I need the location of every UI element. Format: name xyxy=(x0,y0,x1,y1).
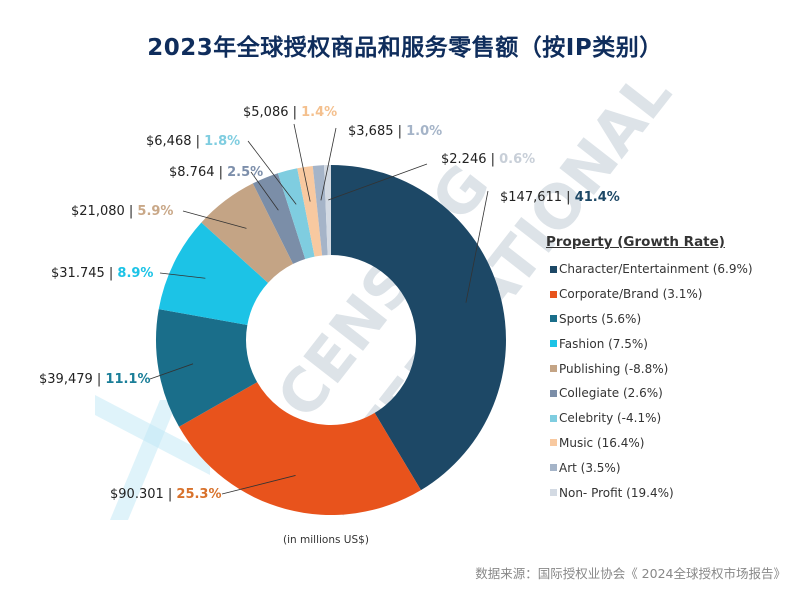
legend-swatch xyxy=(550,439,557,447)
legend-label: Non- Profit (19.4%) xyxy=(559,485,674,500)
data-label: $21,080 | 5.9% xyxy=(71,204,173,219)
donut-slice-fashion xyxy=(158,222,269,326)
data-label-percent: 1.8% xyxy=(204,134,240,149)
data-label: $6,468 | 1.8% xyxy=(146,134,240,149)
leader-line xyxy=(159,272,206,279)
legend-swatch xyxy=(550,265,557,273)
data-label-value: $21,080 | xyxy=(71,204,137,219)
leader-lines xyxy=(149,123,489,495)
data-label-value: $2.246 | xyxy=(441,152,499,167)
units-note: (in millions US$) xyxy=(283,534,369,546)
data-label: $8.764 | 2.5% xyxy=(169,165,263,180)
donut-slice-non-profit xyxy=(324,165,331,256)
legend-label: Collegiate (2.6%) xyxy=(559,386,663,401)
leader-line xyxy=(250,171,279,211)
legend-swatch xyxy=(550,464,557,472)
leader-line xyxy=(328,163,428,201)
leader-line xyxy=(465,190,489,303)
data-label-percent: 5.9% xyxy=(137,204,173,219)
donut-slice-corporate-brand xyxy=(179,382,421,515)
data-label-percent: 41.4% xyxy=(575,190,620,205)
legend-item: Sports (5.6%) xyxy=(544,307,753,332)
donut-slice-collegiate xyxy=(252,173,306,264)
legend-label: Celebrity (-4.1%) xyxy=(559,411,662,426)
legend-item: Character/Entertainment (6.9%) xyxy=(544,257,753,282)
donut-slice-celebrity xyxy=(277,168,315,260)
leader-line xyxy=(293,123,311,202)
legend-item: Art (3.5%) xyxy=(544,455,753,480)
data-label-percent: 1.4% xyxy=(301,105,337,120)
data-label-value: $39,479 | xyxy=(39,372,105,387)
data-label-value: $147,611 | xyxy=(500,190,575,205)
data-label: $31.745 | 8.9% xyxy=(51,266,153,281)
data-label: $5,086 | 1.4% xyxy=(243,105,337,120)
data-label-value: $5,086 | xyxy=(243,105,301,120)
donut-slice-sports xyxy=(156,309,258,427)
legend-label: Character/Entertainment (6.9%) xyxy=(559,262,753,277)
leader-line xyxy=(149,363,194,380)
data-label-percent: 25.3% xyxy=(176,487,221,502)
legend-item: Music (16.4%) xyxy=(544,431,753,456)
legend-label: Sports (5.6%) xyxy=(559,311,642,326)
data-label: $147,611 | 41.4% xyxy=(500,190,620,205)
legend-swatch xyxy=(550,489,557,497)
data-label: $3,685 | 1.0% xyxy=(348,124,442,139)
donut-slice-character-entertainment xyxy=(331,165,507,491)
legend-item: Celebrity (-4.1%) xyxy=(544,406,753,431)
data-label: $39,479 | 11.1% xyxy=(39,372,151,387)
data-label-percent: 0.6% xyxy=(499,152,535,167)
data-labels: $147,611 | 41.4% $90.301 | 25.3% $39,479 |… xyxy=(39,105,620,502)
data-label-value: $90.301 | xyxy=(110,487,176,502)
data-label-percent: 8.9% xyxy=(117,266,153,281)
watermark-chevron xyxy=(110,400,178,520)
legend-label: Fashion (7.5%) xyxy=(559,336,648,351)
legend: Property (Growth Rate) Character/Enterta… xyxy=(544,234,753,505)
legend-swatch xyxy=(550,290,557,298)
data-label-percent: 1.0% xyxy=(406,124,442,139)
legend-swatch xyxy=(550,315,557,323)
data-label: $90.301 | 25.3% xyxy=(110,487,222,502)
legend-item: Fashion (7.5%) xyxy=(544,331,753,356)
data-label-value: $8.764 | xyxy=(169,165,227,180)
legend-swatch xyxy=(550,365,557,373)
legend-item: Publishing (-8.8%) xyxy=(544,356,753,381)
data-label: $2.246 | 0.6% xyxy=(441,152,535,167)
data-label-value: $31.745 | xyxy=(51,266,117,281)
data-label-value: $3,685 | xyxy=(348,124,406,139)
donut-slice-publishing xyxy=(201,183,294,283)
source-note: 数据来源：国际授权业协会《 2024全球授权市场报告》 xyxy=(475,566,786,581)
leader-line xyxy=(247,140,297,205)
legend-swatch xyxy=(550,389,557,397)
legend-swatch xyxy=(550,414,557,422)
leader-line xyxy=(182,210,247,229)
legend-item: Non- Profit (19.4%) xyxy=(544,480,753,505)
legend-label: Music (16.4%) xyxy=(559,435,645,450)
legend-item: Collegiate (2.6%) xyxy=(544,381,753,406)
leader-line xyxy=(320,127,337,201)
chart-title: 2023年全球授权商品和服务零售额（按IP类别） xyxy=(147,35,663,61)
data-label-percent: 11.1% xyxy=(105,372,150,387)
legend-label: Corporate/Brand (3.1%) xyxy=(559,287,703,302)
donut-slices xyxy=(156,165,507,515)
leader-line xyxy=(221,475,296,495)
legend-title: Property (Growth Rate) xyxy=(546,234,725,250)
data-label-value: $6,468 | xyxy=(146,134,204,149)
legend-label: Art (3.5%) xyxy=(559,460,621,475)
legend-label: Publishing (-8.8%) xyxy=(559,361,669,376)
legend-swatch xyxy=(550,340,557,348)
donut-slice-music xyxy=(297,165,323,257)
legend-item: Corporate/Brand (3.1%) xyxy=(544,282,753,307)
data-label-percent: 2.5% xyxy=(227,165,263,180)
